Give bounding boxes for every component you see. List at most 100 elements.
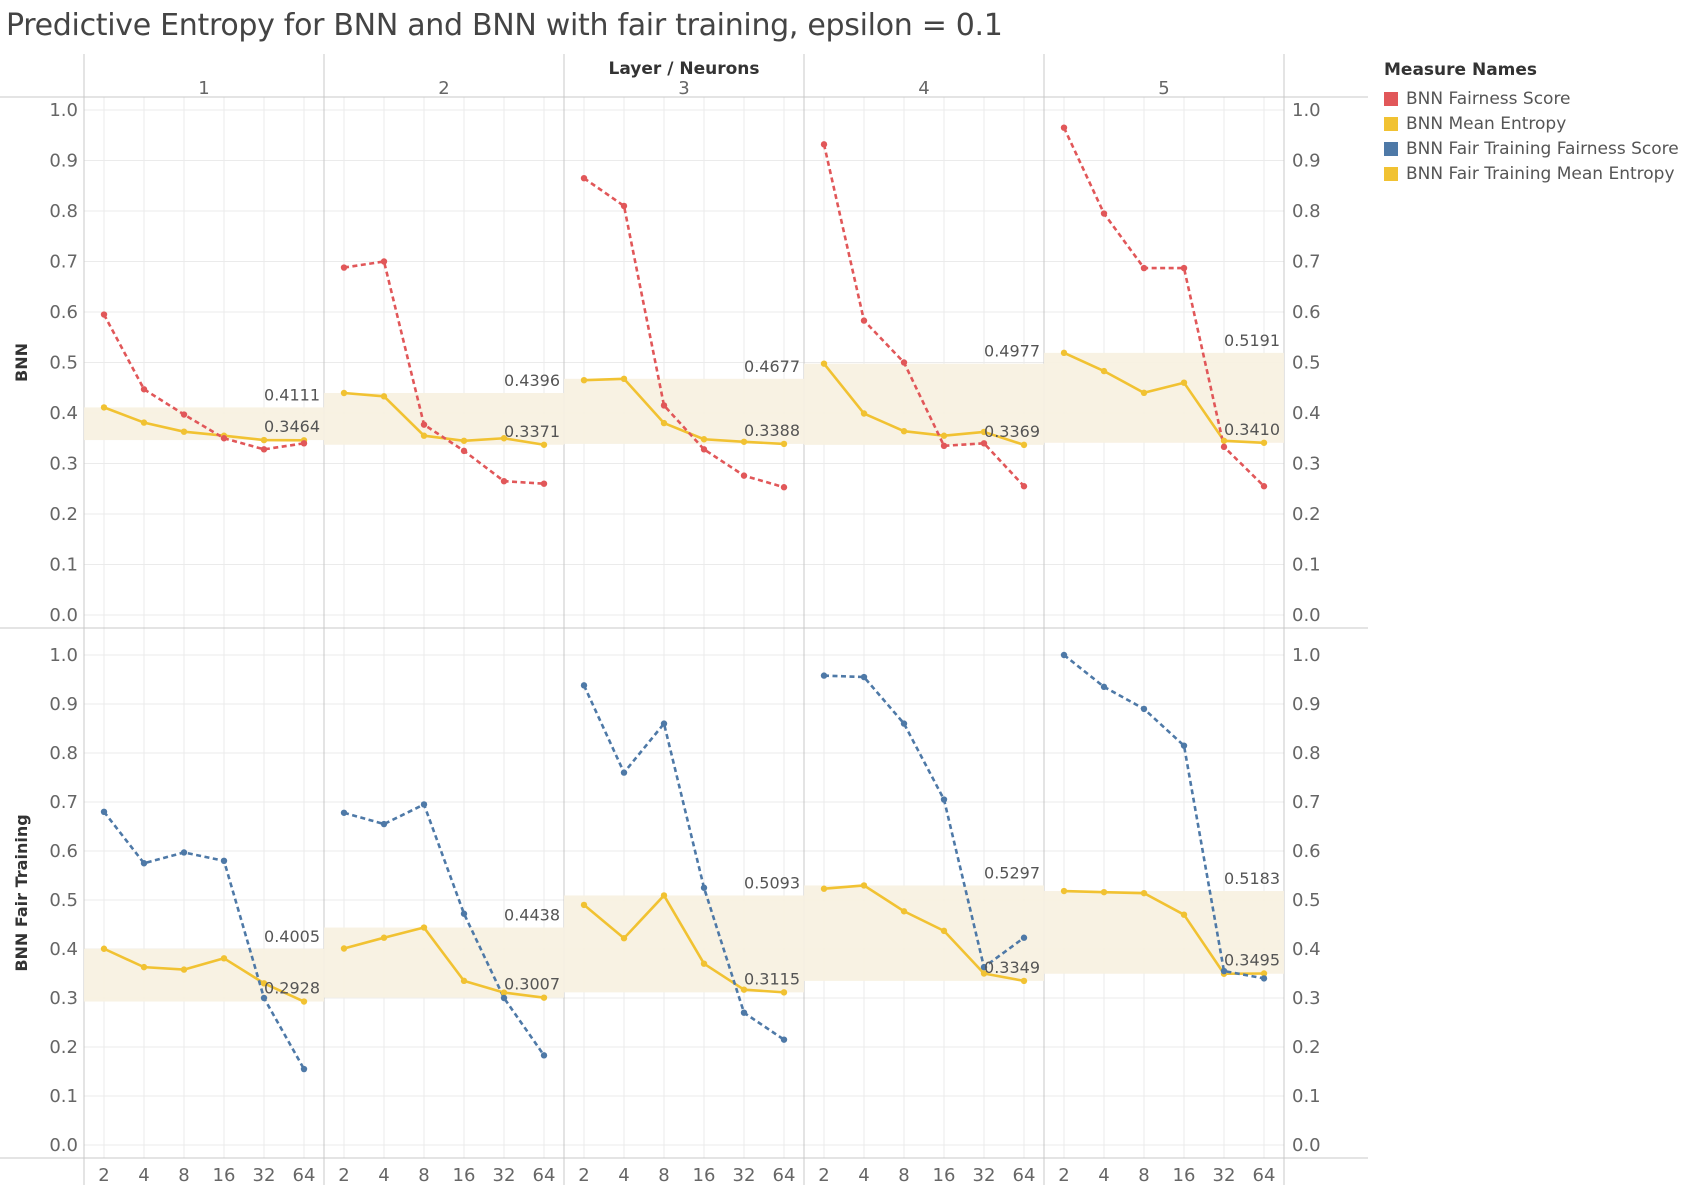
fairness-point — [140, 860, 148, 867]
fairness-point — [500, 477, 508, 485]
band-min-label: 0.3410 — [1224, 420, 1280, 439]
fairness-point — [820, 672, 828, 679]
legend-item-bnn-fairness[interactable]: BNN Fairness Score — [1384, 86, 1679, 111]
fairness-point — [580, 174, 588, 182]
fairness-point — [300, 440, 308, 447]
y-tick-label-left: 0.3 — [49, 988, 78, 1009]
entropy-point — [380, 393, 388, 400]
y-tick-label-left: 0.1 — [49, 1086, 78, 1107]
entropy-series-line — [583, 894, 785, 994]
fairness-point — [300, 1065, 308, 1073]
y-tick-label-right: 0.2 — [1292, 1037, 1321, 1058]
fairness-point — [1220, 967, 1228, 975]
entropy-point — [740, 438, 748, 445]
entropy-range-band — [1044, 352, 1284, 443]
entropy-point — [460, 437, 468, 444]
entropy-range-band — [324, 393, 564, 445]
y-tick-label-right: 0.4 — [1292, 403, 1321, 424]
legend-item-bnn-entropy[interactable]: BNN Mean Entropy — [1384, 111, 1679, 136]
entropy-point — [620, 375, 628, 383]
band-min-label: 0.3495 — [1224, 951, 1280, 970]
fairness-point — [340, 809, 348, 816]
entropy-point — [1020, 441, 1028, 449]
fairness-point — [100, 808, 108, 815]
x-tick-label: 16 — [933, 1165, 956, 1185]
legend-label: BNN Mean Entropy — [1406, 113, 1567, 134]
x-tick-label: 16 — [453, 1165, 476, 1185]
band-max-label: 0.5297 — [984, 863, 1040, 882]
entropy-series-line — [583, 377, 785, 446]
x-tick-label: 64 — [293, 1165, 316, 1185]
band-max-label: 0.4396 — [504, 371, 560, 390]
band-min-label: 0.3369 — [984, 422, 1040, 441]
entropy-point — [780, 989, 788, 996]
fairness-point — [1180, 264, 1188, 272]
x-tick-label: 2 — [578, 1165, 589, 1185]
entropy-point — [1060, 349, 1068, 357]
entropy-point — [540, 994, 548, 1001]
entropy-series-line — [1063, 351, 1265, 445]
x-tick-label: 32 — [493, 1165, 516, 1185]
y-tick-label-right: 0.9 — [1292, 151, 1321, 172]
entropy-point — [700, 960, 708, 967]
legend-title: Measure Names — [1384, 60, 1538, 80]
entropy-point — [740, 986, 748, 993]
legend-item-fair-training-fairness[interactable]: BNN Fair Training Fairness Score — [1384, 136, 1679, 161]
fairness-point — [740, 472, 748, 479]
legend[interactable]: Measure Names BNN Fairness Score BNN Mea… — [1384, 60, 1679, 186]
entropy-point — [140, 419, 148, 426]
x-tick-label: 8 — [658, 1165, 669, 1185]
band-max-label: 0.5093 — [744, 873, 800, 892]
fairness-point — [260, 994, 268, 1002]
fairness-point — [740, 1009, 748, 1016]
fairness-point — [860, 317, 868, 324]
x-tick-label: 32 — [253, 1165, 276, 1185]
x-tick-label: 8 — [898, 1165, 909, 1185]
fairness-point — [420, 421, 428, 428]
y-tick-label-right: 1.0 — [1292, 100, 1321, 121]
legend-label: BNN Fair Training Mean Entropy — [1406, 163, 1675, 184]
entropy-point — [660, 419, 668, 427]
entropy-point — [1140, 389, 1148, 396]
entropy-point — [1180, 379, 1188, 386]
band-max-label: 0.4005 — [264, 927, 320, 946]
row-label: BNN — [12, 343, 31, 382]
layer-header: 5 — [1158, 78, 1169, 99]
y-tick-label-right: 0.7 — [1292, 792, 1321, 813]
fairness-point — [380, 258, 388, 265]
row-label: BNN Fair Training — [12, 814, 31, 971]
fairness-point — [540, 480, 548, 487]
fairness-point — [1140, 264, 1148, 272]
band-min-label: 0.3115 — [744, 969, 800, 988]
y-tick-label-left: 0.4 — [49, 403, 78, 424]
x-tick-label: 4 — [138, 1165, 149, 1185]
y-tick-label-left: 0.1 — [49, 555, 78, 576]
x-tick-label: 8 — [178, 1165, 189, 1185]
fairness-point — [1020, 934, 1028, 941]
fairness-point — [1020, 483, 1028, 490]
x-tick-label: 2 — [338, 1165, 349, 1185]
y-tick-label-right: 0.9 — [1292, 694, 1321, 715]
legend-swatch — [1384, 141, 1398, 156]
fairness-point — [380, 820, 388, 828]
fairness-point — [1060, 124, 1068, 131]
entropy-series-line — [823, 884, 1025, 983]
entropy-point — [660, 892, 668, 899]
legend-label: BNN Fairness Score — [1406, 88, 1571, 109]
entropy-point — [620, 935, 628, 942]
fairness-series-line — [823, 674, 1025, 969]
entropy-point — [340, 389, 348, 397]
entropy-point — [220, 955, 228, 962]
legend-item-fair-training-entropy[interactable]: BNN Fair Training Mean Entropy — [1384, 161, 1679, 186]
fairness-point — [980, 440, 988, 447]
fairness-point — [460, 910, 468, 917]
entropy-point — [180, 966, 188, 973]
entropy-point — [540, 441, 548, 448]
band-min-label: 0.3388 — [744, 421, 800, 440]
entropy-point — [380, 934, 388, 941]
fairness-point — [220, 435, 228, 442]
y-tick-label-right: 0.0 — [1292, 1135, 1321, 1156]
entropy-point — [940, 432, 948, 439]
layer-header: 1 — [198, 78, 209, 99]
